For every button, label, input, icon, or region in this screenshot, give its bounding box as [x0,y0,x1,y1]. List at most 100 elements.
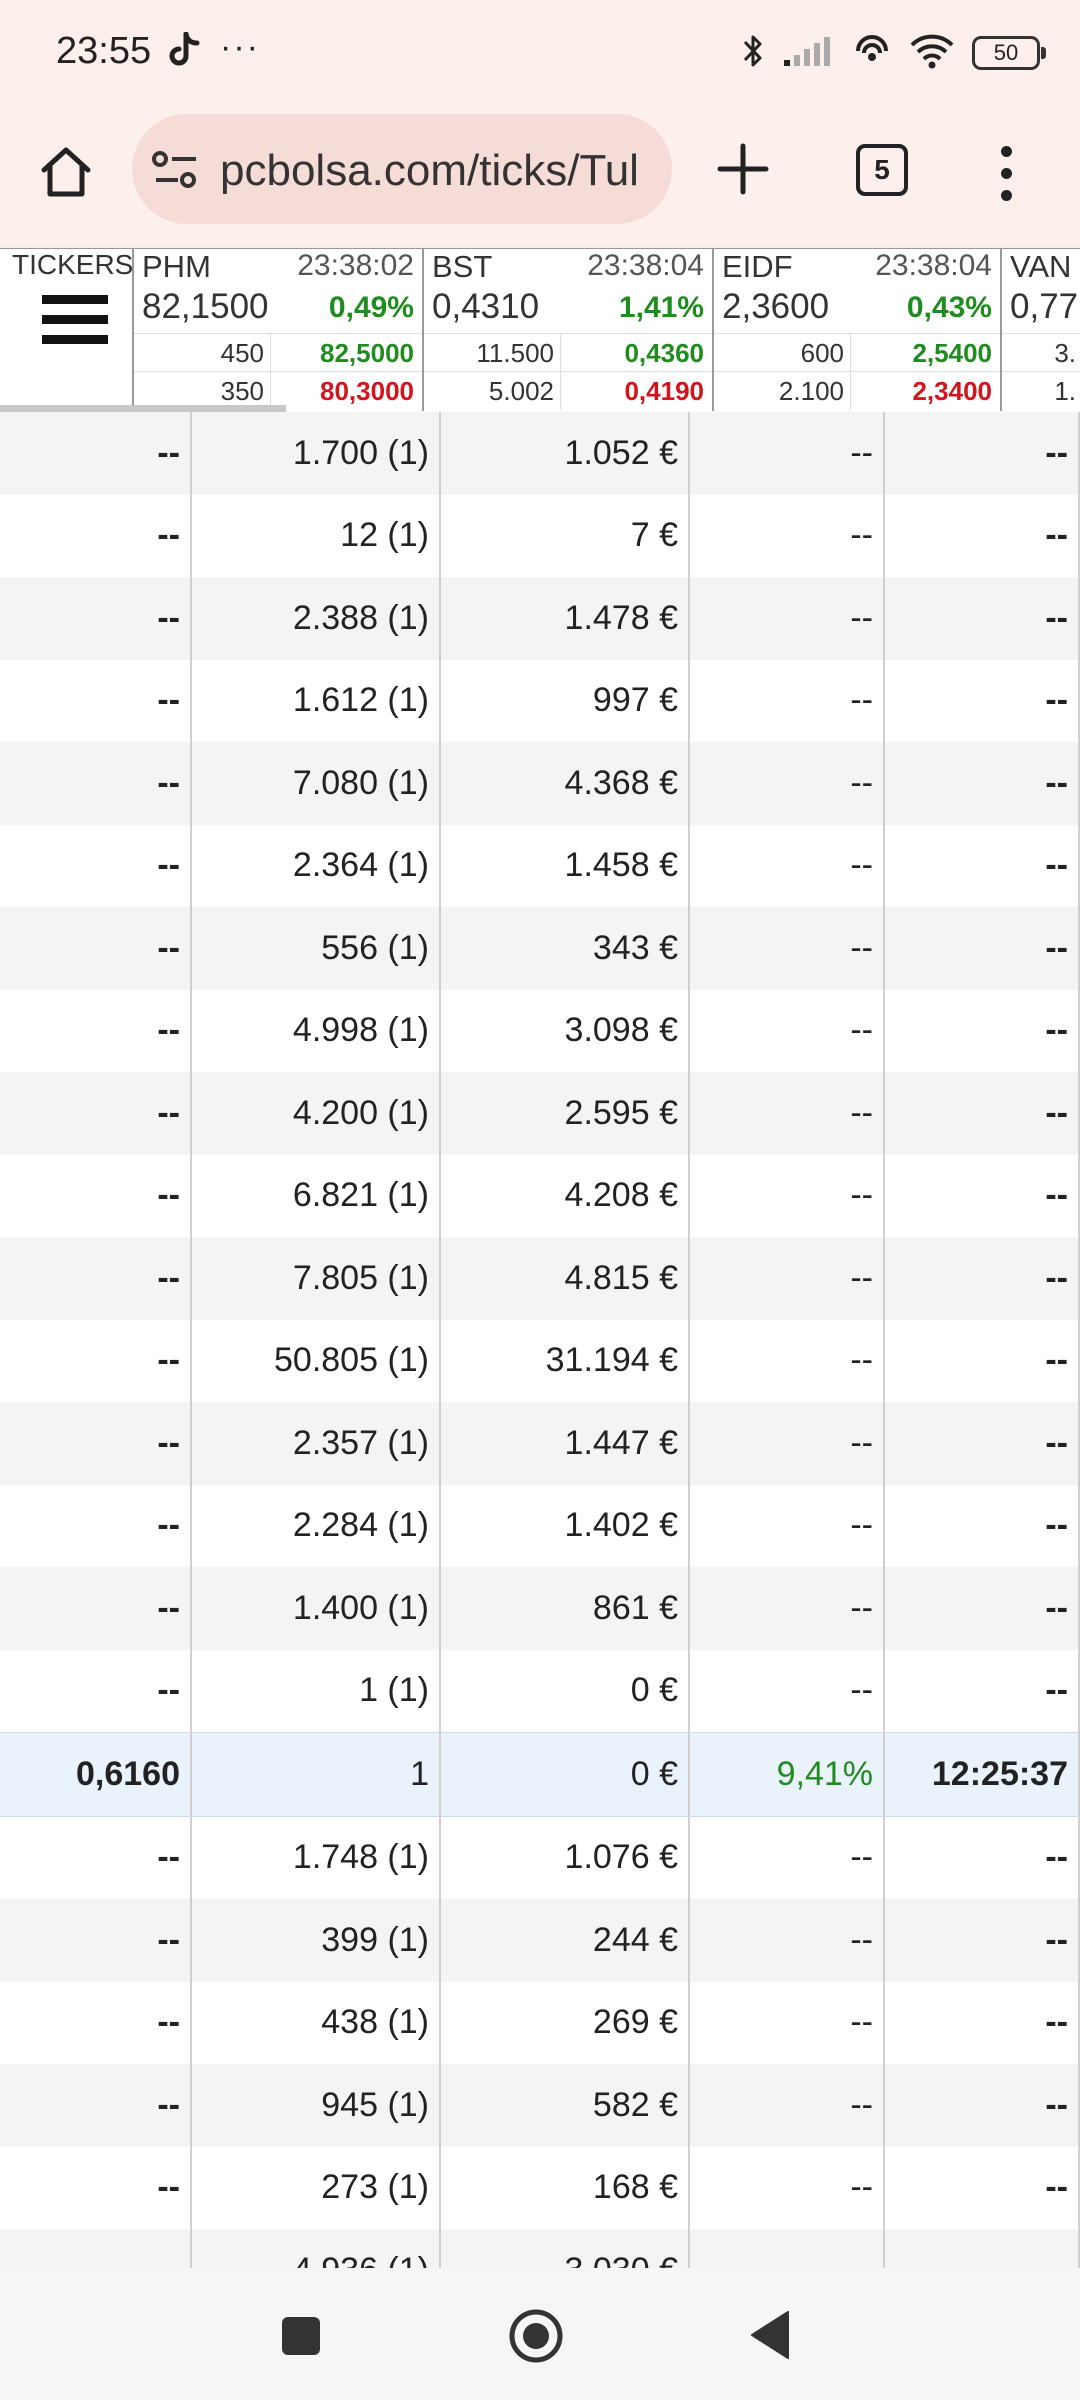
ticker-ask: 80,3000 [320,376,414,406]
trade-volume: 438 (1) [192,1981,441,2064]
trade-volume: 945 (1) [192,2064,441,2147]
new-tab-icon[interactable] [712,138,774,200]
trade-volume: 12 (1) [192,494,441,577]
ticker-card[interactable]: BST 23:38:04 0,4310 1,41% 11.500 0,4360 … [424,249,714,411]
trade-volume: 2.284 (1) [192,1484,441,1567]
table-row[interactable]: 0,6160 1 0 €9,41% 12:25:37 [0,1732,1080,1817]
trade-price: -- [0,989,192,1072]
trade-amount: 0 € [441,1733,690,1816]
ticker-bid-volume: 11.500 [476,338,554,368]
table-row[interactable]: -- 2.284 (1) 1.402 € -- -- [0,1484,1080,1567]
url-text[interactable]: pcbolsa.com/ticks/Tul [220,146,639,195]
trade-amount: 997 € [441,659,690,742]
table-row[interactable]: -- 7.080 (1) 4.368 € -- -- [0,742,1080,825]
trade-price: -- [0,1072,192,1155]
ticker-card[interactable]: PHM 23:38:02 82,1500 0,49% 450 82,5000 3… [134,249,424,411]
trade-amount: 3.030 € [441,2229,690,2268]
ticker-time: 23:38:02 [297,249,414,282]
back-button[interactable] [748,2310,790,2360]
home-icon[interactable] [36,142,96,202]
ticker-symbol: BST [432,249,493,284]
table-row[interactable]: -- 50.805 (1) 31.194 € -- -- [0,1319,1080,1402]
ticker-bid: 82,5000 [320,338,414,368]
trade-time: -- [885,412,1080,495]
trade-change: -- [690,412,885,495]
trade-amount: 0 € [441,1649,690,1732]
trade-amount: 1.447 € [441,1402,690,1485]
trade-time: -- [885,1816,1080,1899]
table-row[interactable]: -- 12 (1) 7 € -- -- [0,494,1080,577]
table-row[interactable]: -- 1 (1) 0 € -- -- [0,1649,1080,1732]
trade-amount: 582 € [441,2064,690,2147]
trade-change: -- [690,1484,885,1567]
ticker-price: 0,77 [1010,287,1079,326]
trade-price: -- [0,1154,192,1237]
trade-amount: 1.478 € [441,577,690,660]
recents-button[interactable] [282,2317,320,2355]
table-row[interactable]: -- 1.400 (1) 861 € -- -- [0,1567,1080,1650]
table-row[interactable]: 4.936 (1)3.030 € [0,2229,1080,2268]
hamburger-icon[interactable] [42,295,108,355]
table-row[interactable]: -- 556 (1) 343 € -- -- [0,907,1080,990]
trade-change: -- [690,1899,885,1982]
trade-volume: 399 (1) [192,1899,441,1982]
trade-price [0,2229,192,2268]
trade-time: -- [885,907,1080,990]
table-row[interactable]: -- 7.805 (1) 4.815 € -- -- [0,1237,1080,1320]
trade-price: -- [0,2146,192,2229]
tickers-menu[interactable]: TICKERS [0,249,134,411]
trade-amount: 4.208 € [441,1154,690,1237]
ticker-card[interactable]: EIDF 23:38:04 2,3600 0,43% 600 2,5400 2.… [714,249,1002,411]
trade-price: -- [0,742,192,825]
trades-table: -- 1.700 (1) 1.052 € -- -- -- 12 (1) 7 € -- -- -- 2… [0,412,1080,2268]
trade-change: -- [690,1072,885,1155]
home-button[interactable] [508,2308,564,2364]
trade-volume: 7.080 (1) [192,742,441,825]
ticker-change: 1,41% [618,291,704,324]
trade-change: -- [690,742,885,825]
table-row[interactable]: -- 399 (1) 244 € -- -- [0,1899,1080,1982]
trade-time: -- [885,659,1080,742]
trade-time [885,2229,1080,2268]
table-row[interactable]: -- 945 (1) 582 € -- -- [0,2064,1080,2147]
trade-change: -- [690,1402,885,1485]
table-row[interactable]: -- 1.748 (1) 1.076 € -- -- [0,1816,1080,1899]
trade-time: -- [885,1402,1080,1485]
table-row[interactable]: -- 1.612 (1) 997 € -- -- [0,659,1080,742]
trade-volume: 1 (1) [192,1649,441,1732]
tickers-scrollbar[interactable] [0,405,286,413]
table-row[interactable]: -- 1.700 (1) 1.052 € -- -- [0,412,1080,495]
trade-time: -- [885,1154,1080,1237]
tickers-strip: TICKERS PHM 23:38:02 82,1500 0,49% 450 8… [0,248,1080,414]
table-row[interactable]: -- 4.998 (1) 3.098 € -- -- [0,989,1080,1072]
address-bar[interactable]: pcbolsa.com/ticks/Tul [132,114,672,224]
ticker-symbol: EIDF [722,249,793,284]
site-settings-icon[interactable] [152,150,200,195]
trade-time: 12:25:37 [885,1733,1080,1816]
table-row[interactable]: -- 6.821 (1) 4.208 € -- -- [0,1154,1080,1237]
table-row[interactable]: -- 273 (1) 168 € -- -- [0,2146,1080,2229]
table-row[interactable]: -- 2.388 (1) 1.478 € -- -- [0,577,1080,660]
status-icons: 50 [742,30,1046,76]
table-row[interactable]: -- 4.200 (1) 2.595 € -- -- [0,1072,1080,1155]
trade-time: -- [885,989,1080,1072]
trade-price: -- [0,1649,192,1732]
table-row[interactable]: -- 438 (1) 269 € -- -- [0,1981,1080,2064]
trade-change: -- [690,659,885,742]
trade-price: -- [0,1319,192,1402]
trade-volume: 556 (1) [192,907,441,990]
table-row[interactable]: -- 2.364 (1) 1.458 € -- -- [0,824,1080,907]
ticker-ask: 2,3400 [912,376,992,406]
trade-volume: 2.364 (1) [192,824,441,907]
trade-time: -- [885,1237,1080,1320]
trade-time: -- [885,494,1080,577]
tab-switcher-button[interactable]: 5 [856,144,908,196]
trade-amount: 861 € [441,1567,690,1650]
ticker-card[interactable]: VAN 0,77 3. 1. [1002,249,1080,411]
table-row[interactable]: -- 2.357 (1) 1.447 € -- -- [0,1402,1080,1485]
more-menu-icon[interactable] [998,146,1014,202]
trade-price: -- [0,494,192,577]
trade-amount: 1.076 € [441,1816,690,1899]
ticker-bid-volume: 450 [220,338,264,368]
trade-change: -- [690,1319,885,1402]
